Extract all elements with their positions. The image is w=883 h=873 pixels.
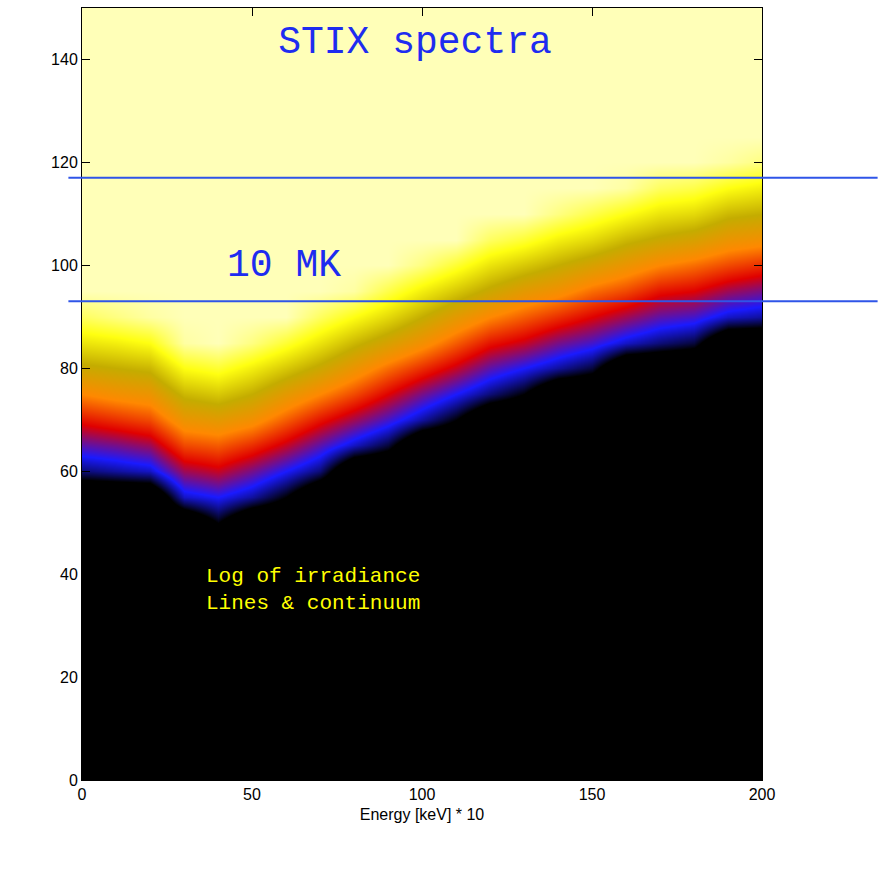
svg-text:140: 140: [51, 51, 78, 68]
svg-text:50: 50: [243, 786, 261, 803]
svg-text:80: 80: [60, 360, 78, 377]
svg-text:100: 100: [409, 786, 436, 803]
svg-text:150: 150: [579, 786, 606, 803]
svg-text:10 MK: 10 MK: [227, 244, 341, 287]
svg-text:40: 40: [60, 566, 78, 583]
svg-text:0: 0: [69, 772, 78, 789]
svg-text:Energy [keV] * 10: Energy [keV] * 10: [360, 806, 485, 823]
svg-text:200: 200: [749, 786, 776, 803]
svg-text:STIX spectra: STIX spectra: [278, 21, 552, 64]
svg-text:120: 120: [51, 154, 78, 171]
svg-text:20: 20: [60, 669, 78, 686]
svg-text:Log of irradianceLines & conti: Log of irradianceLines & continuum: [206, 565, 420, 615]
svg-text:0: 0: [78, 786, 87, 803]
svg-text:100: 100: [51, 257, 78, 274]
svg-text:60: 60: [60, 463, 78, 480]
